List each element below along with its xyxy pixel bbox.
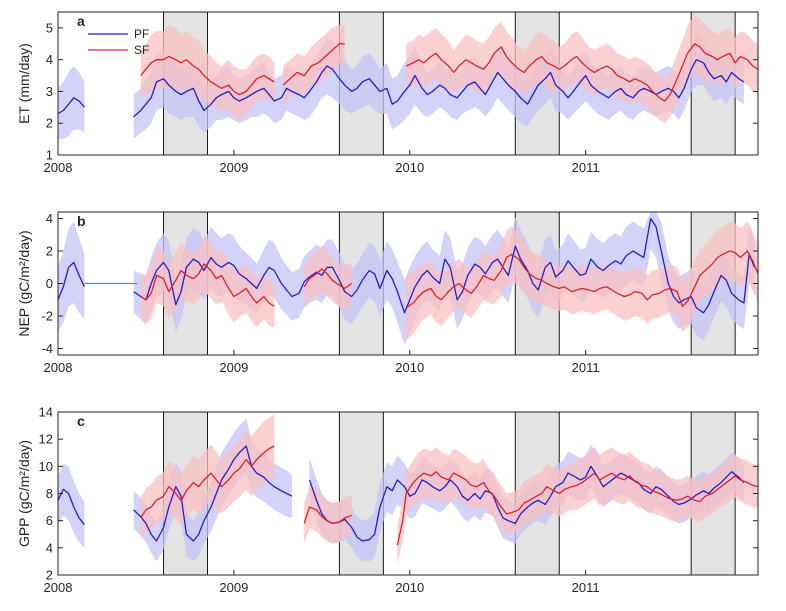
panel-c-sf-line-1 — [303, 506, 352, 525]
panel-b-xtick-label: 2011 — [572, 360, 600, 375]
panel-a-pf-line-0 — [58, 97, 85, 115]
panel-b-pf-band-0 — [58, 221, 85, 333]
panel-c-ylabel: GPP (gC/m²/day) — [16, 440, 32, 547]
panel-a-axes-box — [57, 11, 759, 156]
panel-c-xtick-label: 2011 — [572, 580, 600, 595]
panel-b-ytick-label: 0 — [46, 276, 53, 291]
panel-a-ytick-label: 4 — [46, 52, 53, 67]
panel-a-xtick-label: 2008 — [44, 160, 73, 175]
panel-a-ytick-label: 1 — [46, 148, 53, 163]
panel-b-pf-line-0 — [58, 261, 85, 301]
panel-b-ytick-label: 4 — [46, 211, 53, 226]
panel-a-ytick-label: 3 — [46, 84, 53, 99]
panel-b-sf-line-2 — [405, 250, 758, 309]
panel-a-xtick-label: 2009 — [219, 160, 248, 175]
panel-a-ytick-label: 5 — [46, 20, 53, 35]
panel-b-sf-line-0 — [140, 263, 275, 307]
legend-sf-label: SF — [134, 43, 149, 57]
panel-c-sf-line-0 — [140, 445, 275, 519]
panel-b-ytick-label: 2 — [46, 244, 53, 259]
panel-a-sf-line-2 — [405, 43, 758, 102]
panel-c-sf-band-2 — [397, 447, 758, 565]
panel-a-ylabel: ET (mm/day) — [16, 43, 32, 124]
panel-c-label: c — [77, 413, 85, 429]
panel-c-sf-line-2 — [396, 471, 758, 546]
panel-b-sf-line-1 — [303, 268, 353, 290]
panel-c-pf-band-0 — [58, 463, 85, 548]
panel-b-xtick-label: 2009 — [219, 360, 248, 375]
panel-c-ytick-label: 10 — [39, 459, 53, 474]
panel-b-xtick-label: 2008 — [44, 360, 73, 375]
panel-a-sf-line-0 — [140, 55, 275, 96]
panel-c-pf-line-0 — [58, 488, 85, 526]
panel-b-sf-band-1 — [304, 246, 352, 310]
panel-a-sf-line-1 — [282, 43, 345, 86]
panel-c-pf-line-1 — [133, 445, 293, 542]
panel-a-xtick-label: 2010 — [395, 160, 424, 175]
panel-c-xtick-label: 2008 — [44, 580, 73, 595]
panel-b-ytick-label: -2 — [41, 309, 53, 324]
panel-a-sf-band-0 — [140, 24, 275, 121]
legend-pf-label: PF — [134, 27, 149, 41]
panel-c-ytick-label: 6 — [46, 513, 53, 528]
panel-c-xtick-label: 2009 — [219, 580, 248, 595]
panel-b-label: b — [77, 213, 86, 229]
panel-c-ytick-label: 8 — [46, 486, 53, 501]
panel-c-ytick-label: 14 — [39, 405, 53, 420]
panel-c-xtick-label: 2010 — [395, 580, 424, 595]
panel-b-ytick-label: -4 — [41, 341, 53, 356]
panel-a-xtick-label: 2011 — [572, 160, 600, 175]
panel-b-sf-band-2 — [406, 221, 758, 341]
panel-b-xtick-label: 2010 — [395, 360, 424, 375]
panel-b-pf-line-1 — [133, 217, 756, 314]
panel-a-ytick-label: 2 — [46, 116, 53, 131]
panel-c-ytick-label: 12 — [39, 432, 53, 447]
panel-c-ytick-label: 2 — [46, 568, 53, 583]
panel-b-sf-band-0 — [140, 236, 275, 328]
panel-a-pf-band-0 — [58, 66, 85, 140]
panel-a-sf-band-2 — [406, 15, 758, 124]
panel-b-ylabel: NEP (gC/m²/day) — [16, 230, 32, 336]
panel-a-label: a — [77, 13, 85, 29]
panel-c-ytick-label: 4 — [46, 540, 53, 555]
panel-a-pf-line-1 — [133, 59, 745, 118]
